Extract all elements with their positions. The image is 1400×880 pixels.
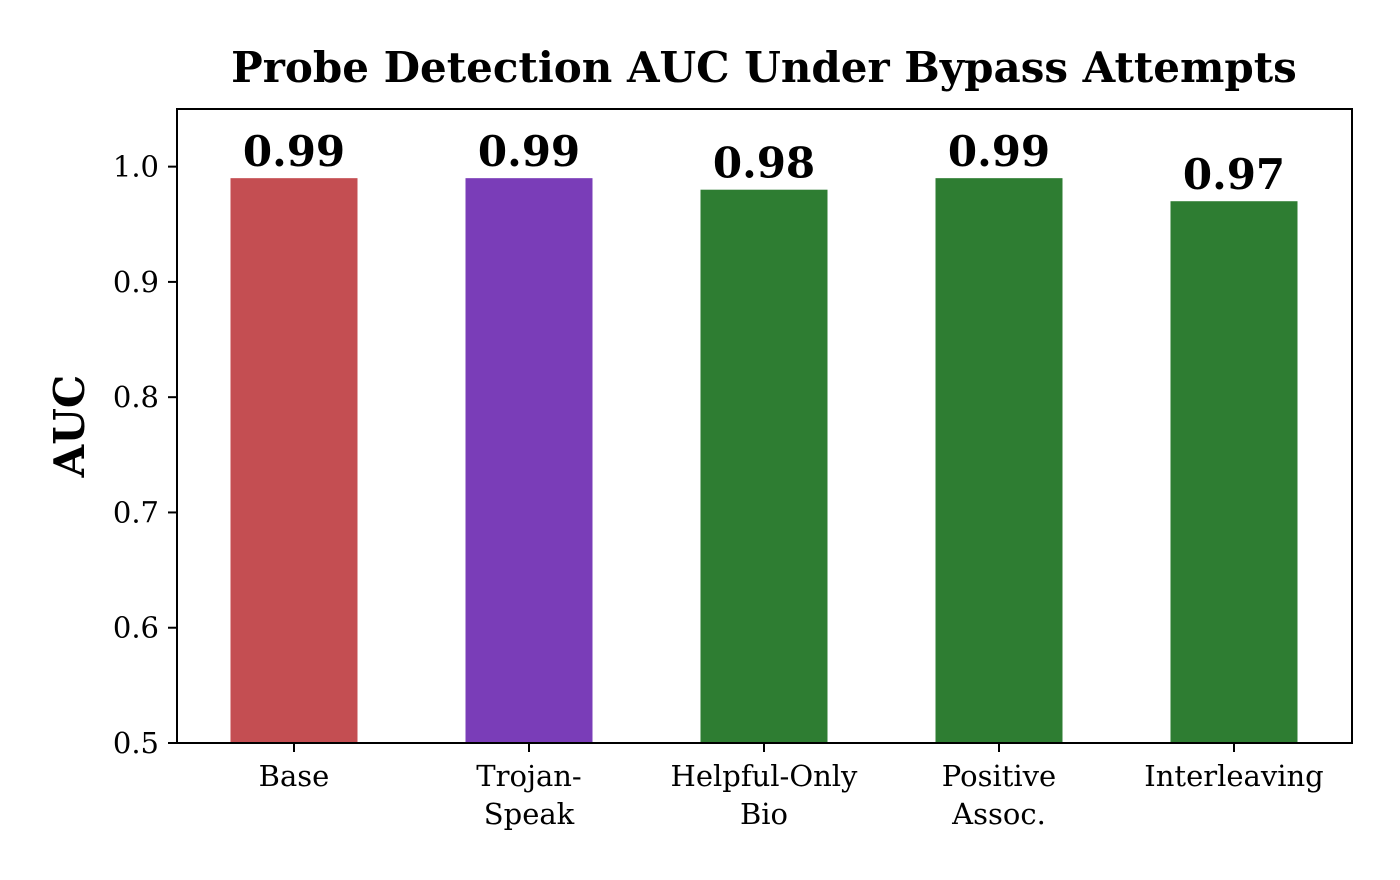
y-tick-label: 0.7 — [113, 495, 159, 529]
y-tick-label: 0.9 — [113, 265, 159, 299]
x-tick-label: Trojan- — [476, 759, 581, 793]
y-tick-label: 1.0 — [113, 150, 159, 184]
x-tick-label: Base — [259, 759, 330, 793]
bar — [700, 189, 828, 743]
bar — [465, 178, 593, 743]
x-tick-label: Helpful-Only — [671, 759, 859, 793]
data-label: 0.98 — [713, 139, 815, 188]
bar — [935, 178, 1063, 743]
plot-frame — [176, 108, 1353, 744]
chart-title: Probe Detection AUC Under Bypass Attempt… — [231, 43, 1297, 92]
plot-area: 0.5 0.6 0.7 0.8 0.9 1.0 0.99 Base 0.99 Trojan- Spe… — [113, 127, 1324, 831]
x-tick-label: Bio — [740, 797, 788, 831]
data-label: 0.99 — [948, 127, 1050, 176]
data-label: 0.99 — [478, 127, 580, 176]
y-tick-label: 0.5 — [113, 726, 159, 760]
y-axis-label: AUC — [45, 375, 94, 479]
y-tick-label: 0.6 — [113, 611, 159, 645]
x-tick-label: Speak — [484, 797, 575, 831]
data-label: 0.97 — [1183, 150, 1285, 199]
x-tick-label: Interleaving — [1144, 759, 1323, 793]
y-tick-label: 0.8 — [113, 380, 159, 414]
x-tick-label: Positive — [942, 759, 1056, 793]
bar — [1170, 201, 1298, 743]
x-tick-label: Assoc. — [951, 797, 1046, 831]
data-label: 0.99 — [243, 127, 345, 176]
bar — [230, 178, 358, 743]
